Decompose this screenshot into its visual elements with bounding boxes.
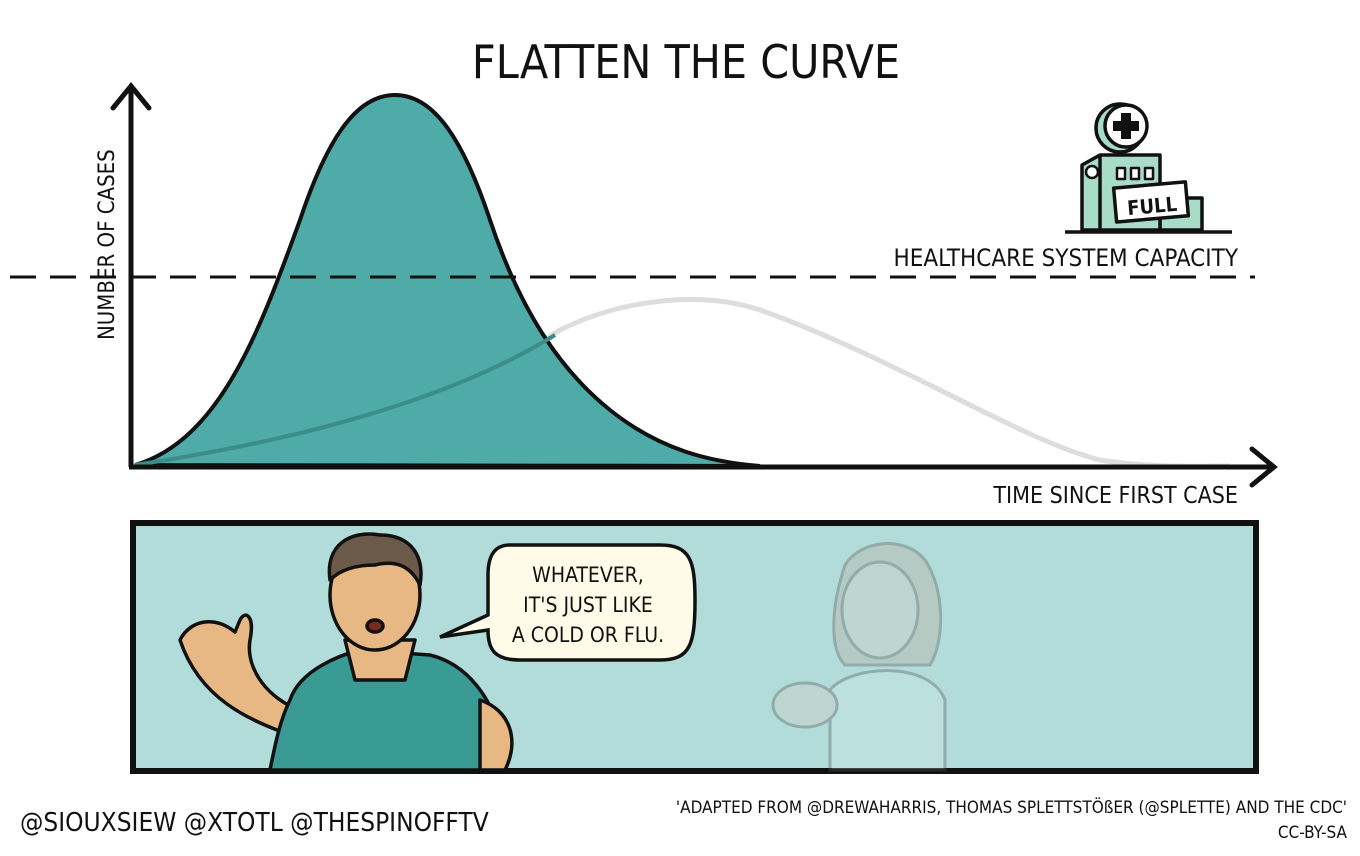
speech-line-2: IT'S JUST LIKE bbox=[523, 593, 653, 617]
x-axis-label: TIME SINCE FIRST CASE bbox=[992, 483, 1238, 509]
man-figure bbox=[178, 532, 514, 772]
title: FLATTEN THE CURVE bbox=[472, 35, 900, 89]
woman-washing-hands-figure bbox=[771, 542, 947, 772]
license: CC-BY-SA bbox=[1278, 823, 1348, 843]
capacity-label: HEALTHCARE SYSTEM CAPACITY bbox=[893, 244, 1238, 272]
speech-line-1: WHATEVER, bbox=[532, 563, 644, 587]
flattened-curve-overlap bbox=[134, 333, 557, 467]
peak-curve bbox=[134, 92, 761, 468]
credits-left: @SIOUXSIEW @XTOTL @THESPINOFFTV bbox=[20, 808, 489, 838]
hospital-full-sign: FULL bbox=[1126, 192, 1178, 220]
x-axis-arrow-icon bbox=[1249, 446, 1278, 488]
speech-line-3: A COLD OR FLU. bbox=[512, 623, 664, 647]
credits-right: 'ADAPTED FROM @DREWAHARRIS, THOMAS SPLET… bbox=[676, 796, 1347, 818]
hospital-icon bbox=[1065, 102, 1232, 234]
y-axis-arrow-icon bbox=[110, 82, 152, 111]
y-axis-label: NUMBER OF CASES bbox=[95, 149, 120, 340]
speech-bubble bbox=[439, 543, 697, 662]
